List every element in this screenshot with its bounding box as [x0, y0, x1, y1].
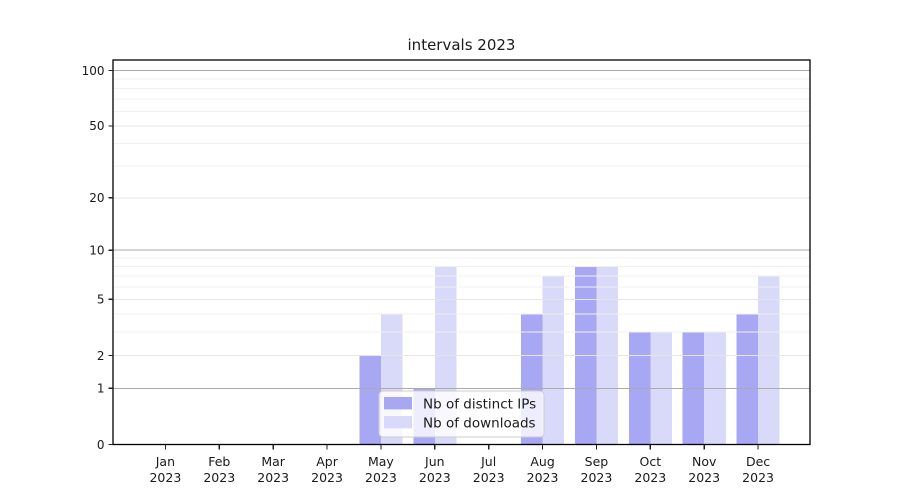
x-tick-label-month-apr: Apr	[316, 454, 338, 469]
x-tick-label-year-sep: 2023	[581, 470, 613, 485]
bar-nb-of-downloads-aug-2023	[542, 275, 565, 445]
x-tick-label-year-nov: 2023	[688, 470, 720, 485]
x-tick-label-year-mar: 2023	[257, 470, 289, 485]
y-tick-label-0: 0	[97, 438, 105, 452]
x-tick-label-month-jun: Jun	[424, 454, 445, 469]
x-tick-label-year-dec: 2023	[742, 470, 774, 485]
x-tick-label-year-feb: 2023	[203, 470, 235, 485]
x-tick-label-month-sep: Sep	[585, 454, 609, 469]
legend-label-downloads: Nb of downloads	[423, 416, 536, 432]
x-tick-label-month-oct: Oct	[640, 454, 662, 469]
legend-box	[378, 390, 545, 438]
x-tick-label-year-apr: 2023	[311, 470, 343, 485]
x-tick-label-year-aug: 2023	[527, 470, 559, 485]
x-tick-label-month-aug: Aug	[530, 454, 554, 469]
x-tick-label-year-jun: 2023	[419, 470, 451, 485]
x-tick-label-year-jan: 2023	[149, 470, 181, 485]
legend: Nb of distinct IPs Nb of downloads	[378, 390, 545, 438]
x-tick-label-month-mar: Mar	[261, 454, 285, 469]
bar-nb-of-distinct-ips-dec-2023	[736, 314, 759, 445]
x-tick-label-month-nov: Nov	[692, 454, 717, 469]
x-tick-label-year-oct: 2023	[634, 470, 666, 485]
x-tick-label-month-jul: Jul	[480, 454, 496, 469]
x-tick-label-month-dec: Dec	[746, 454, 770, 469]
chart-title: intervals 2023	[408, 36, 516, 54]
x-tick-label-month-jan: Jan	[155, 454, 175, 469]
plot-frame	[112, 59, 811, 446]
y-axis: 0 1 2 5 10 20 50 100	[82, 64, 113, 452]
x-axis: Jan2023Feb2023Mar2023Apr2023May2023Jun20…	[149, 444, 774, 485]
legend-swatch-downloads	[384, 416, 412, 429]
x-tick-label-year-jul: 2023	[473, 470, 505, 485]
y-tick-label-5: 5	[97, 293, 105, 307]
y-tick-label-100: 100	[82, 64, 105, 78]
legend-label-distinct-ips: Nb of distinct IPs	[423, 397, 536, 413]
y-tick-label-1: 1	[97, 382, 105, 396]
legend-swatch-distinct-ips	[384, 397, 412, 410]
bar-nb-of-downloads-dec-2023	[758, 275, 780, 445]
gridlines-layer	[113, 69, 810, 389]
y-tick-label-2: 2	[97, 349, 105, 363]
x-tick-label-month-may: May	[368, 454, 394, 469]
x-tick-label-month-feb: Feb	[208, 454, 230, 469]
y-tick-label-20: 20	[89, 191, 104, 205]
y-tick-label-50: 50	[89, 119, 104, 133]
bar-nb-of-distinct-ips-may-2023	[359, 355, 381, 445]
y-tick-label-10: 10	[89, 243, 104, 257]
x-tick-label-year-may: 2023	[365, 470, 397, 485]
